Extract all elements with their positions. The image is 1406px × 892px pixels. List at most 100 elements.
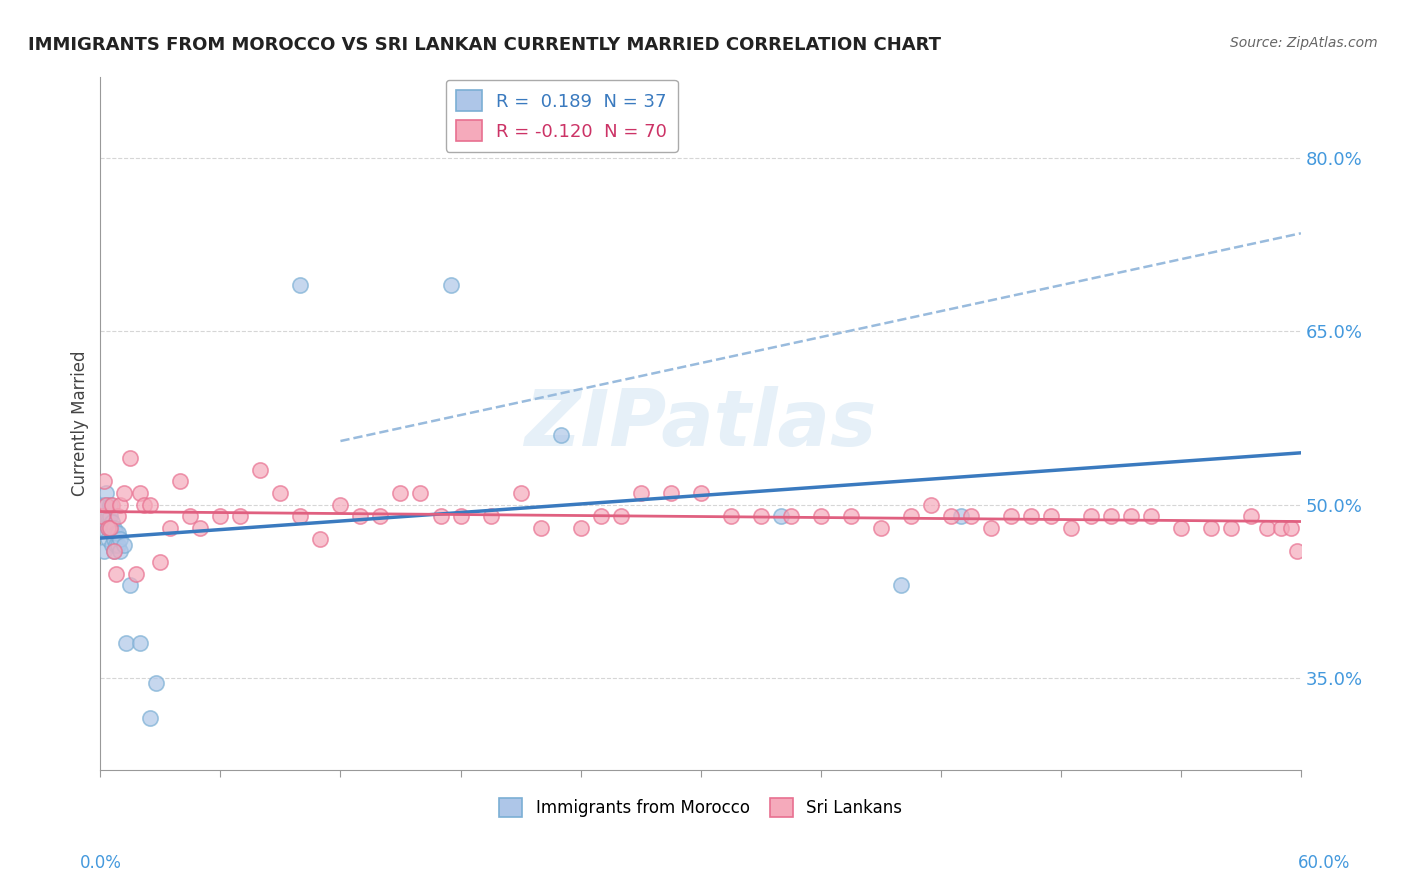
Point [190,520,212,534]
Point [91,498,114,512]
Point [1199,520,1222,534]
Point [93,498,115,512]
Point [1119,509,1142,524]
Point [1285,543,1308,558]
Point [98,520,121,534]
Point [110,532,132,546]
Text: IMMIGRANTS FROM MOROCCO VS SRI LANKAN CURRENTLY MARRIED CORRELATION CHART: IMMIGRANTS FROM MOROCCO VS SRI LANKAN CU… [28,36,941,54]
Point [810,509,832,524]
Point [98,520,121,534]
Point [329,498,352,512]
Point [389,486,412,500]
Point [120,451,142,466]
Text: ZIPatlas: ZIPatlas [524,385,877,462]
Y-axis label: Currently Married: Currently Married [72,351,89,497]
Point [1240,509,1263,524]
Point [97,509,120,524]
Point [959,509,981,524]
Point [91,509,114,524]
Point [689,486,711,500]
Point [103,543,125,558]
Point [409,486,432,500]
Point [96,509,118,524]
Point [103,520,125,534]
Point [125,566,148,581]
Point [749,509,772,524]
Point [93,543,115,558]
Point [569,520,592,534]
Point [139,711,162,725]
Point [169,475,191,489]
Point [129,486,152,500]
Point [110,498,132,512]
Point [159,520,181,534]
Point [609,509,631,524]
Point [98,509,121,524]
Text: 60.0%: 60.0% [1298,855,1351,872]
Point [1279,520,1302,534]
Point [120,578,142,592]
Point [96,498,118,512]
Text: Source: ZipAtlas.com: Source: ZipAtlas.com [1230,36,1378,50]
Point [1256,520,1278,534]
Point [107,526,129,541]
Point [107,509,129,524]
Point [105,538,128,552]
Point [97,520,120,534]
Text: 0.0%: 0.0% [80,855,122,872]
Point [1039,509,1062,524]
Point [97,532,120,546]
Point [269,486,291,500]
Point [769,509,792,524]
Point [1170,520,1192,534]
Point [145,676,167,690]
Point [1140,509,1163,524]
Point [900,509,922,524]
Point [112,486,135,500]
Point [450,509,472,524]
Point [101,515,124,529]
Legend: Immigrants from Morocco, Sri Lankans: Immigrants from Morocco, Sri Lankans [492,791,908,824]
Point [179,509,201,524]
Point [1000,509,1022,524]
Point [103,532,125,546]
Point [439,278,461,293]
Point [105,526,128,541]
Point [659,486,682,500]
Point [869,520,891,534]
Point [149,555,172,569]
Point [96,498,118,512]
Point [349,509,371,524]
Point [229,509,252,524]
Point [97,520,120,534]
Point [98,498,121,512]
Point [1019,509,1042,524]
Point [249,463,271,477]
Point [209,509,232,524]
Point [1270,520,1292,534]
Point [112,538,135,552]
Point [630,486,652,500]
Point [290,509,312,524]
Point [103,543,125,558]
Point [309,532,332,546]
Point [290,278,312,293]
Point [890,578,912,592]
Point [115,636,138,650]
Point [920,498,942,512]
Point [129,636,152,650]
Point [980,520,1002,534]
Point [1219,520,1241,534]
Point [779,509,801,524]
Point [589,509,612,524]
Point [370,509,392,524]
Point [1060,520,1083,534]
Point [139,498,162,512]
Point [105,566,128,581]
Point [110,543,132,558]
Point [101,498,124,512]
Point [550,428,572,442]
Point [101,526,124,541]
Point [529,520,551,534]
Point [839,509,862,524]
